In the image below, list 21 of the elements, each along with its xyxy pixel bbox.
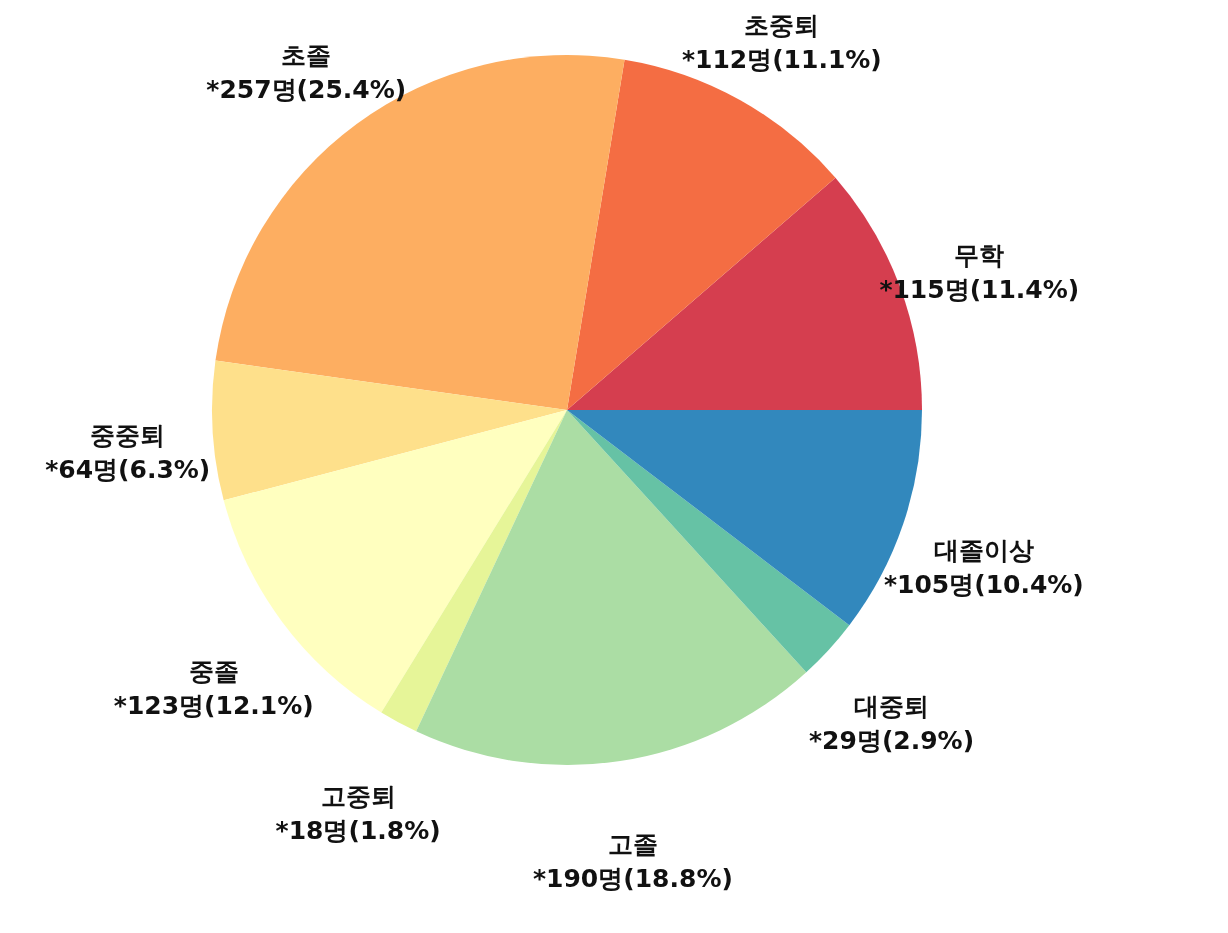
slice-label: 초졸 [281, 40, 332, 70]
data-label: *123명(12.1%) [113, 691, 314, 721]
slice-label: 대졸이상 [933, 535, 1034, 565]
data-label: *112명(11.1%) [681, 45, 882, 75]
data-label: *257명(25.4%) [206, 74, 407, 104]
data-label: *105명(10.4%) [883, 569, 1084, 599]
slice-label: 초중퇴 [744, 11, 820, 41]
pie-slice [381, 410, 567, 732]
data-label: *18명(1.8%) [275, 816, 441, 846]
slice-label: 대중퇴 [854, 692, 930, 722]
pie-slice [212, 360, 567, 501]
slice-label: 고졸 [607, 830, 658, 860]
data-label: *29명(2.9%) [809, 726, 975, 756]
slice-label: 중중퇴 [90, 420, 166, 450]
slice-label: 고중퇴 [320, 782, 396, 812]
pie-slice [416, 410, 807, 765]
slice-label: 중졸 [188, 657, 239, 687]
pie-slice [567, 410, 850, 673]
slice-label: 무학 [954, 241, 1005, 271]
data-label: *190명(18.8%) [533, 864, 733, 894]
data-label: *64명(6.3%) [45, 454, 211, 484]
